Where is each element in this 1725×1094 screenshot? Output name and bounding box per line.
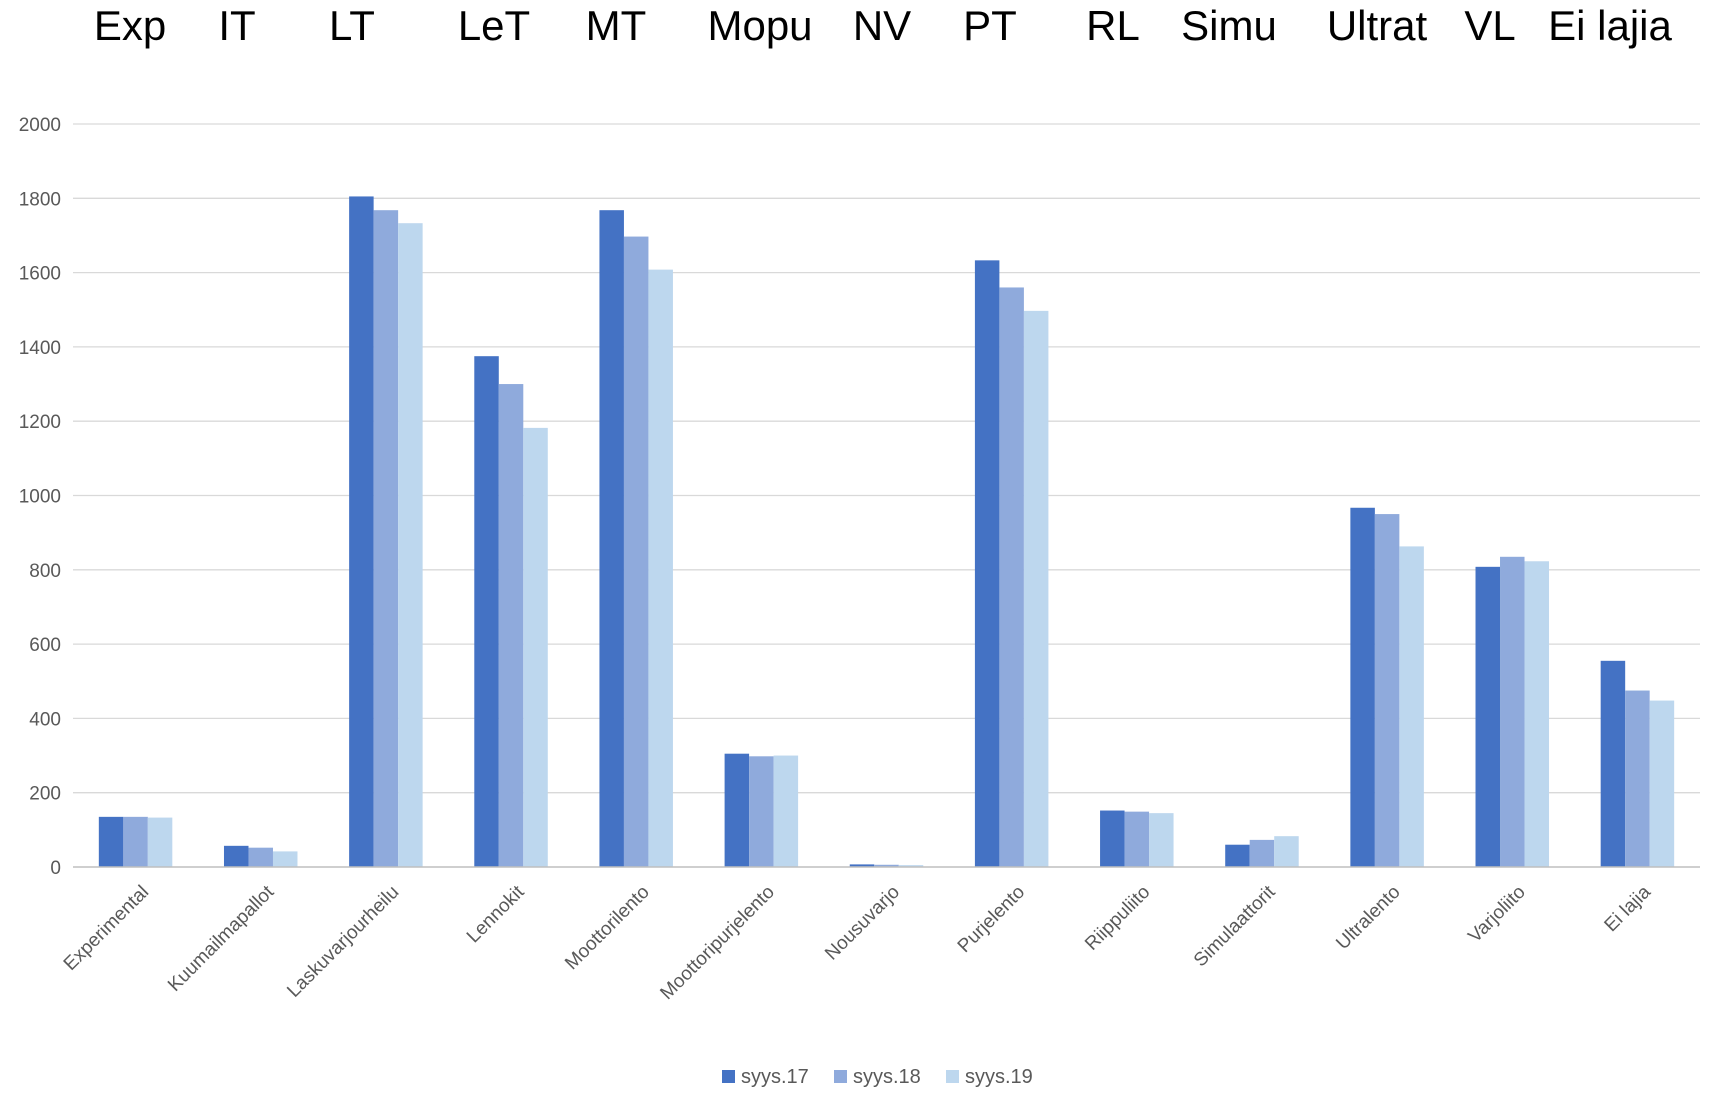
bar-moottorilento-syys-18 [623,236,649,867]
bar-kuumailmapallot-syys-18 [248,847,273,867]
legend-label-syys-17: syys.17 [741,1066,809,1088]
y-tick-800: 800 [29,561,61,582]
y-tick-600: 600 [29,635,61,656]
bar-ei-lajia-syys-19 [1649,700,1675,867]
bar-simulaattorit-syys-18 [1249,839,1275,867]
y-axis-ticks: 0 200 400 600 800 1000 1200 1400 1600 1800 2000 [19,115,61,879]
top-label-let: LeT [458,2,530,49]
top-label-ultrat: Ultrat [1327,2,1428,49]
top-label-exp: Exp [94,2,166,49]
x-tick-moottorilento: Moottorilento [561,882,654,975]
x-tick-nousuvarjo: Nousuvarjo [821,882,904,965]
x-tick-kuumailmapallot: Kuumailmapallot [164,881,279,996]
bar-lennokit-syys-18 [498,384,524,867]
bar-ultralento-syys-19 [1399,546,1424,867]
bar-nousuvarjo-syys-19 [898,865,924,867]
bar-lennokit-syys-19 [523,427,548,867]
bar-simulaattorit-syys-17 [1225,844,1250,867]
bar-riippuliito-syys-18 [1124,811,1150,867]
top-label-nv: NV [853,2,911,49]
top-abbreviation-labels: Exp IT LT LeT MT Mopu NV PT RL Simu Ultrat VL Ei laj… [94,2,1673,49]
top-label-pt: PT [963,2,1017,49]
top-label-lt: LT [329,2,375,49]
y-tick-1800: 1800 [19,189,61,210]
bar-riippuliito-syys-19 [1149,813,1174,867]
gridlines [73,123,1700,794]
y-tick-1400: 1400 [19,338,61,359]
bar-moottorilento-syys-19 [648,269,673,867]
bar-nousuvarjo-syys-18 [874,864,899,867]
bar-moottorilento-syys-17 [599,210,624,868]
top-label-rl: RL [1086,2,1140,49]
bar-purjelento-syys-19 [1023,310,1049,867]
bar-ei-lajia-syys-18 [1625,690,1650,867]
y-tick-1200: 1200 [19,412,61,433]
bar-experimental-syys-17 [98,816,124,867]
bar-ultralento-syys-17 [1350,507,1375,867]
x-tick-lennokit: Lennokit [463,881,529,947]
bar-moottoripurjelento-syys-19 [773,755,799,867]
bar-experimental-syys-18 [123,816,148,867]
x-tick-ei-lajia: Ei lajia [1601,881,1656,936]
x-tick-riippuliito: Riippuliito [1081,882,1154,955]
bar-laskuvarjourheilu-syys-17 [349,196,374,867]
legend-label-syys-19: syys.19 [965,1066,1033,1088]
bar-moottoripurjelento-syys-18 [749,756,774,867]
bar-laskuvarjourheilu-syys-19 [398,223,423,868]
top-label-ei-lajia: Ei lajia [1548,2,1672,49]
top-label-vl: VL [1464,2,1515,49]
y-tick-0: 0 [50,858,61,879]
top-label-mopu: Mopu [707,2,812,49]
legend-swatch-syys-18 [834,1070,847,1083]
y-tick-1600: 1600 [19,264,61,285]
bar-kuumailmapallot-syys-17 [223,845,249,867]
bar-experimental-syys-19 [147,817,173,867]
legend-swatch-syys-17 [722,1070,735,1083]
bar-lennokit-syys-17 [474,356,499,867]
bar-ei-lajia-syys-17 [1600,660,1626,867]
bar-varjoliito-syys-17 [1475,566,1501,867]
top-label-simu: Simu [1181,2,1277,49]
y-tick-1000: 1000 [19,487,61,508]
bar-varjoliito-syys-19 [1524,561,1550,867]
bar-kuumailmapallot-syys-19 [272,851,298,867]
y-tick-200: 200 [29,784,61,805]
bar-purjelento-syys-18 [999,287,1024,868]
y-tick-2000: 2000 [19,115,61,136]
y-tick-400: 400 [29,709,61,730]
x-tick-varjoliito: Varjoliito [1464,882,1529,947]
bar-moottoripurjelento-syys-17 [724,753,750,867]
legend: syys.17 syys.18 syys.19 [722,1066,1033,1088]
bar-nousuvarjo-syys-17 [849,864,875,867]
x-tick-moottoripurjelento: Moottoripurjelento [656,882,778,1004]
top-label-it: IT [218,2,255,49]
bar-ultralento-syys-18 [1374,514,1400,867]
x-tick-purjelento: Purjelento [954,882,1029,957]
x-tick-experimental: Experimental [60,882,153,975]
bar-purjelento-syys-17 [974,260,1000,867]
legend-swatch-syys-19 [946,1070,959,1083]
x-tick-ultralento: Ultralento [1332,882,1404,954]
bar-simulaattorit-syys-19 [1274,836,1299,867]
bar-varjoliito-syys-18 [1500,556,1525,867]
x-tick-laskuvarjourheilu: Laskuvarjourheilu [283,882,403,1002]
top-label-mt: MT [586,2,647,49]
bar-laskuvarjourheilu-syys-18 [373,210,399,868]
bars [98,196,1675,868]
legend-label-syys-18: syys.18 [853,1066,921,1088]
x-tick-simulaattorit: Simulaattorit [1190,881,1280,971]
bar-riippuliito-syys-17 [1100,810,1125,867]
x-axis-ticks: Experimental Kuumailmapallot Laskuvarjourh… [60,881,1655,1004]
